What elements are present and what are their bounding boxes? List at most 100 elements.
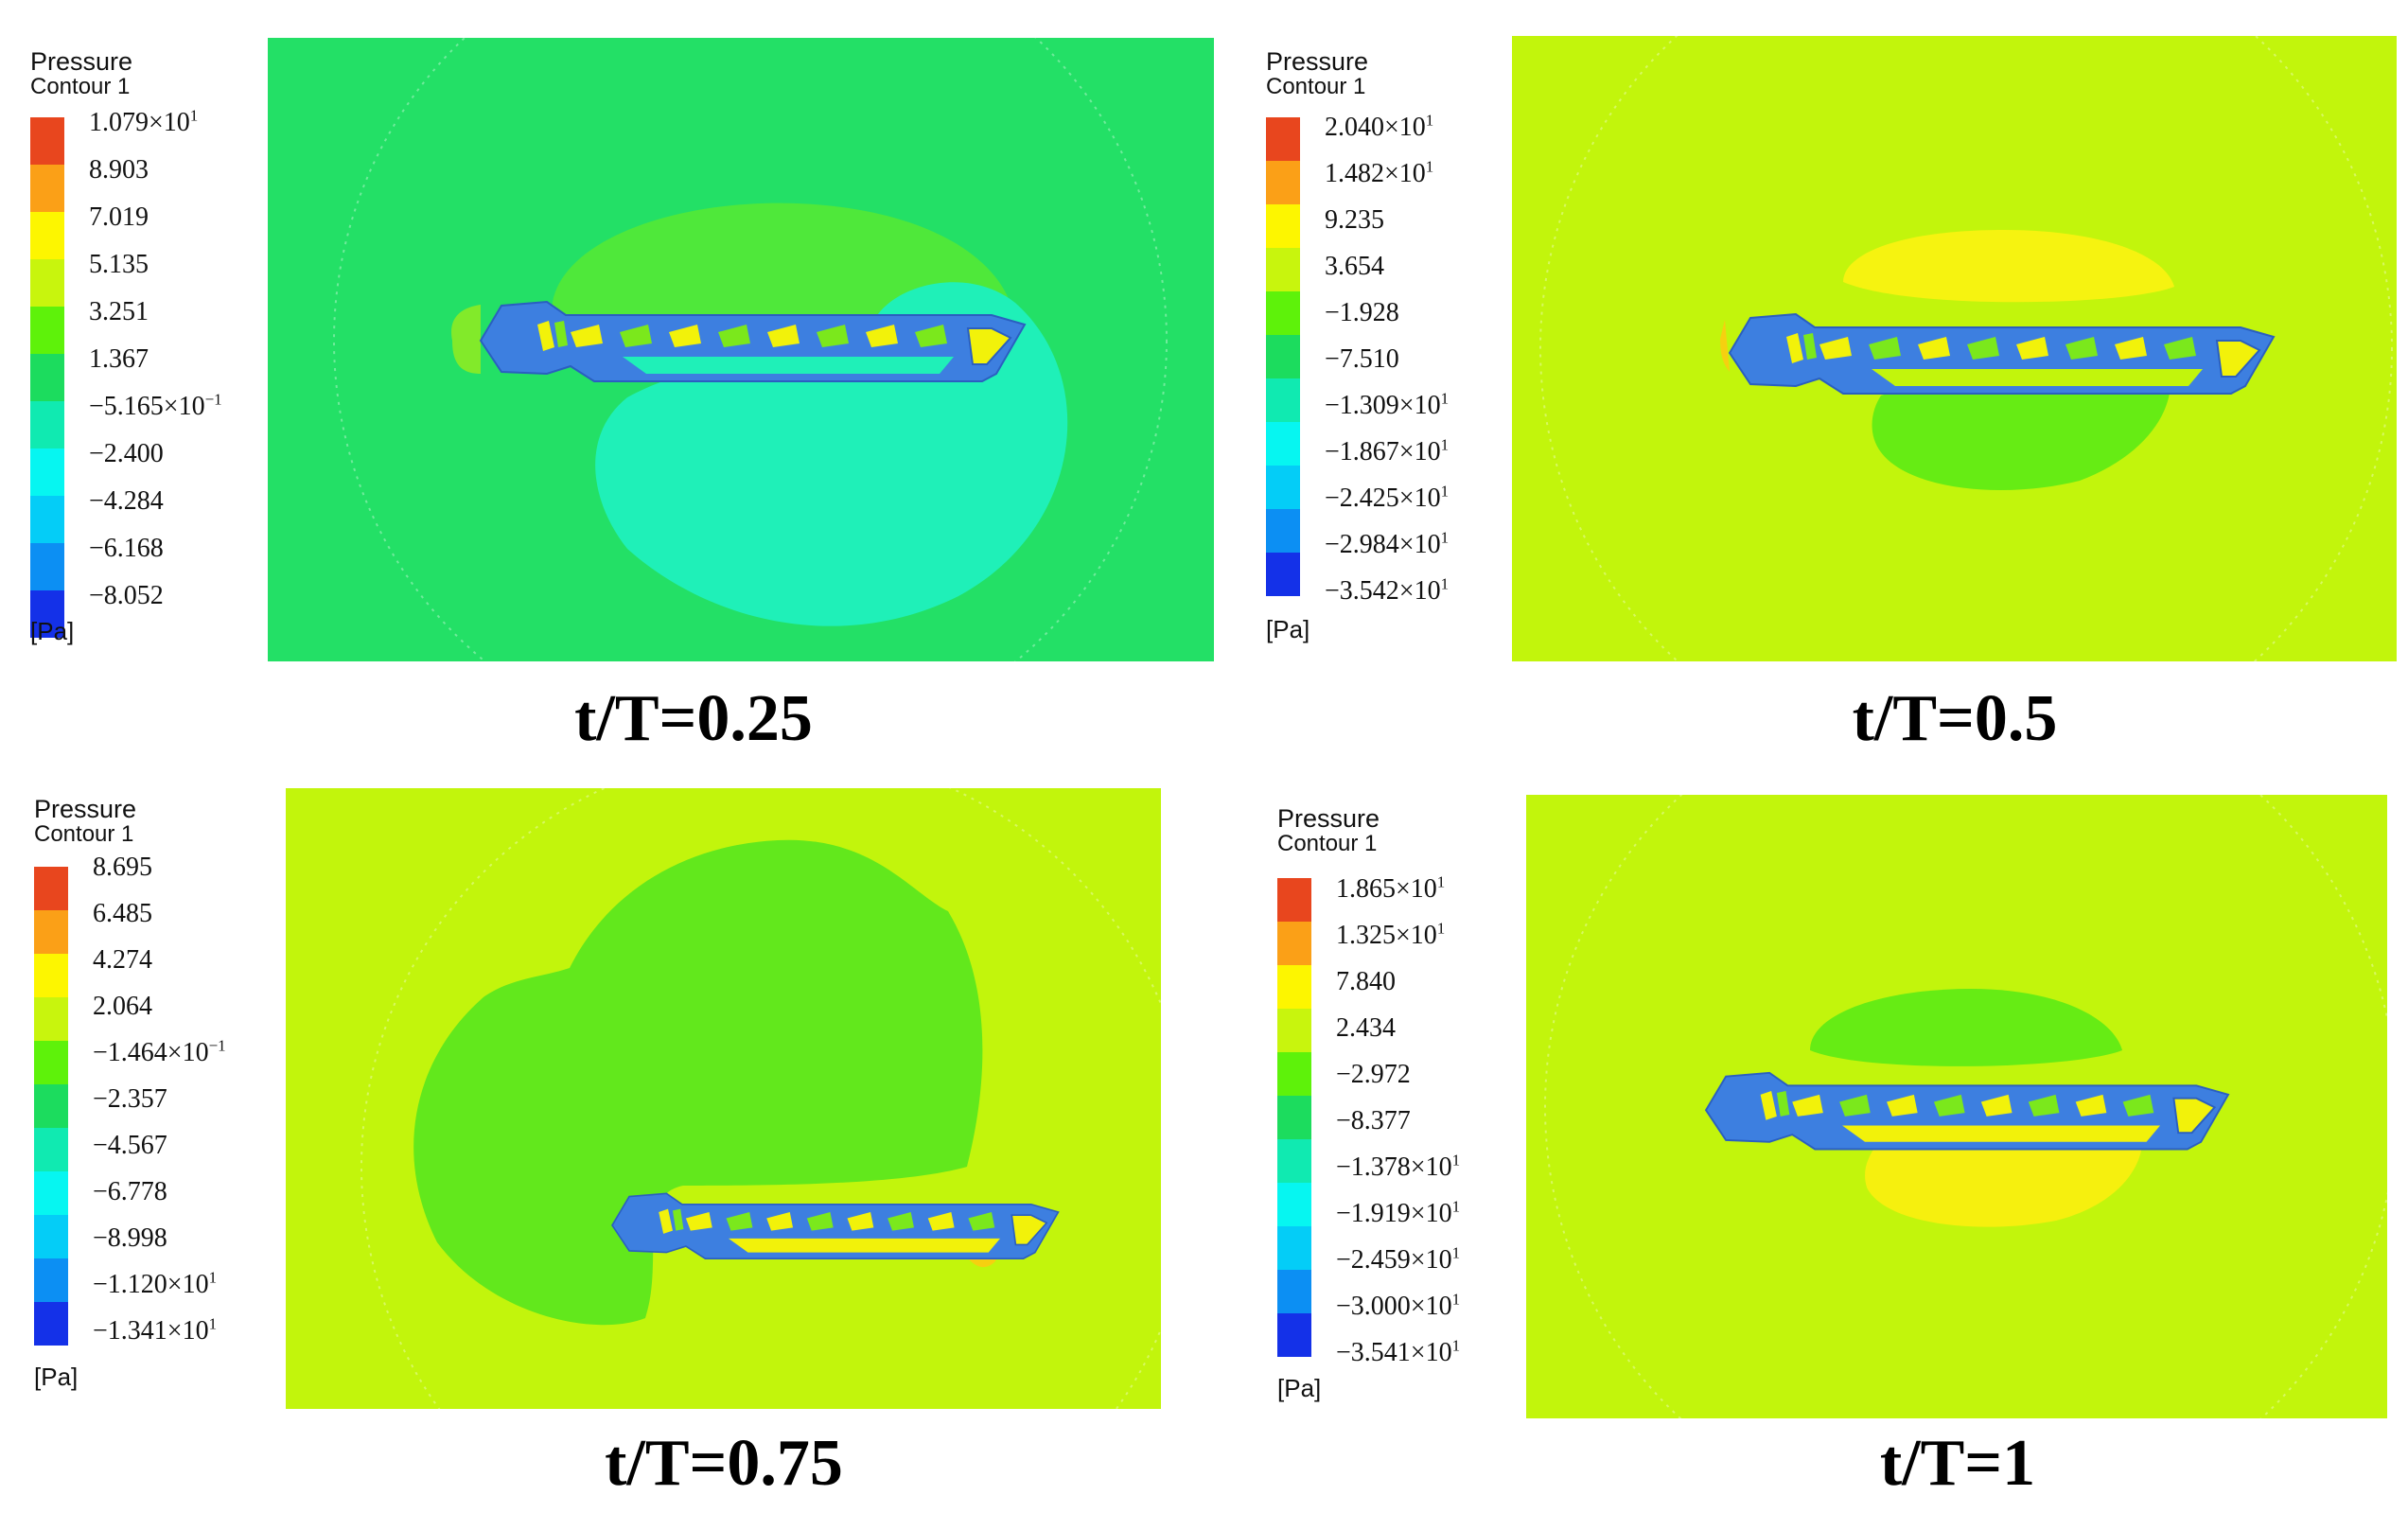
legend-subtitle: Contour 1 <box>1277 833 1377 855</box>
time-caption: t/T=0.75 <box>487 1431 960 1497</box>
colorbar-tick-label: 1.482×101 <box>1325 161 1433 187</box>
legend-unit: [Pa] <box>1277 1374 1321 1403</box>
colorbar <box>30 117 64 638</box>
colorbar-tick-label: −3.542×101 <box>1325 578 1449 605</box>
legend-title: Pressure <box>30 49 132 75</box>
colorbar-tick-label: 1.079×101 <box>89 110 198 136</box>
colorbar-tick-label: −3.000×101 <box>1336 1293 1460 1320</box>
tick-mantissa: −6.168 <box>89 534 164 563</box>
time-caption: t/T=0.5 <box>1718 686 2191 752</box>
colorbar-tick-label: −1.341×101 <box>93 1318 217 1345</box>
colorbar-segment <box>1266 161 1300 204</box>
tick-mantissa: −8.052 <box>89 581 164 610</box>
colorbar-tick-label: 7.019 <box>89 204 149 231</box>
colorbar <box>1277 878 1311 1357</box>
tick-exponent: 1 <box>1437 920 1446 938</box>
colorbar-segment <box>1266 509 1300 553</box>
colorbar-segment <box>34 1171 68 1215</box>
tick-mantissa: −2.357 <box>93 1084 167 1114</box>
tick-exponent: 1 <box>1426 112 1434 130</box>
tick-exponent: 1 <box>1441 390 1450 408</box>
legend-title: Pressure <box>34 797 136 822</box>
tick-mantissa: 5.135 <box>89 250 149 279</box>
colorbar-segment <box>1266 378 1300 422</box>
colorbar-segment <box>1277 1009 1311 1052</box>
tick-exponent: 1 <box>1441 575 1450 593</box>
colorbar-segment <box>1266 117 1300 161</box>
colorbar-segment <box>30 543 64 590</box>
tick-mantissa: 1.325 <box>1336 921 1396 950</box>
time-caption: t/T=1 <box>1721 1431 2194 1497</box>
colorbar <box>34 867 68 1346</box>
colorbar-segment <box>1266 466 1300 509</box>
colorbar-segment <box>1277 1313 1311 1357</box>
colorbar-tick-label: −2.425×101 <box>1325 485 1449 512</box>
tick-mantissa: 8.695 <box>93 853 152 882</box>
colorbar-segment <box>34 1258 68 1302</box>
colorbar-tick-label: −6.168 <box>89 536 164 562</box>
tick-mantissa: −6.778 <box>93 1177 167 1206</box>
colorbar-tick-label: −3.541×101 <box>1336 1340 1460 1366</box>
tick-mantissa: −8.377 <box>1336 1106 1411 1135</box>
legend-title: Pressure <box>1277 806 1380 832</box>
legend-unit: [Pa] <box>30 617 74 646</box>
tick-exponent: 1 <box>1452 1152 1461 1170</box>
colorbar-segment <box>34 1084 68 1128</box>
tick-mantissa: −1.867 <box>1325 437 1399 466</box>
tick-mantissa: 3.251 <box>89 297 149 326</box>
hull-cavity <box>623 357 954 374</box>
tick-exponent: −1 <box>209 1037 226 1055</box>
tick-mantissa: 2.040 <box>1325 113 1384 142</box>
pressure-contour-plot <box>286 788 1161 1409</box>
colorbar-tick-label: −1.928 <box>1325 300 1399 326</box>
colorbar-tick-label: −1.919×101 <box>1336 1201 1460 1227</box>
colorbar-tick-label: −2.400 <box>89 441 164 467</box>
tick-exponent: −1 <box>205 391 222 409</box>
tick-mantissa: 8.903 <box>89 155 149 185</box>
legend-subtitle: Contour 1 <box>34 823 133 846</box>
colorbar-segment <box>1277 965 1311 1009</box>
colorbar-segment <box>1277 1226 1311 1270</box>
hull-cavity <box>1842 1126 2160 1142</box>
colorbar-segment <box>1266 553 1300 596</box>
colorbar-segment <box>1277 1270 1311 1313</box>
colorbar-tick-label: 6.485 <box>93 901 152 927</box>
colorbar-tick-label: −1.464×10−1 <box>93 1040 226 1066</box>
tick-mantissa: 1.079 <box>89 108 149 137</box>
colorbar-tick-label: −1.120×101 <box>93 1272 217 1298</box>
tick-mantissa: −1.120 <box>93 1270 167 1299</box>
tick-mantissa: −2.984 <box>1325 530 1399 559</box>
colorbar-segment <box>30 354 64 401</box>
colorbar-tick-label: 5.135 <box>89 252 149 278</box>
tick-mantissa: −2.972 <box>1336 1060 1411 1089</box>
colorbar-tick-label: 1.865×101 <box>1336 876 1445 903</box>
tick-mantissa: −2.425 <box>1325 484 1399 513</box>
hull-cavity <box>1872 369 2203 386</box>
contour-canvas <box>268 38 1214 661</box>
tick-mantissa: 2.434 <box>1336 1013 1396 1043</box>
tick-mantissa: −1.341 <box>93 1316 167 1346</box>
colorbar-tick-label: −7.510 <box>1325 346 1399 373</box>
colorbar-tick-label: 1.325×101 <box>1336 923 1445 949</box>
colorbar-tick-label: −2.972 <box>1336 1062 1411 1088</box>
tick-mantissa: 3.654 <box>1325 252 1384 281</box>
tick-mantissa: 1.865 <box>1336 874 1396 904</box>
colorbar-tick-label: −2.984×101 <box>1325 532 1449 558</box>
tick-mantissa: −2.400 <box>89 439 164 468</box>
colorbar-segment <box>30 259 64 307</box>
tick-exponent: 1 <box>1452 1198 1461 1216</box>
colorbar-segment <box>30 165 64 212</box>
tick-mantissa: −3.000 <box>1336 1292 1411 1321</box>
colorbar-tick-label: −5.165×10−1 <box>89 394 222 420</box>
colorbar-tick-label: 9.235 <box>1325 207 1384 234</box>
tick-mantissa: 1.367 <box>89 344 149 374</box>
colorbar-tick-label: −6.778 <box>93 1179 167 1205</box>
colorbar-segment <box>1266 204 1300 248</box>
colorbar-tick-label: 2.040×101 <box>1325 114 1433 141</box>
tick-exponent: 1 <box>1441 529 1450 547</box>
colorbar-segment <box>30 212 64 259</box>
tick-mantissa: −8.998 <box>93 1223 167 1253</box>
legend-unit: [Pa] <box>34 1363 78 1392</box>
tick-exponent: 1 <box>209 1269 218 1287</box>
tick-mantissa: −3.542 <box>1325 576 1399 606</box>
